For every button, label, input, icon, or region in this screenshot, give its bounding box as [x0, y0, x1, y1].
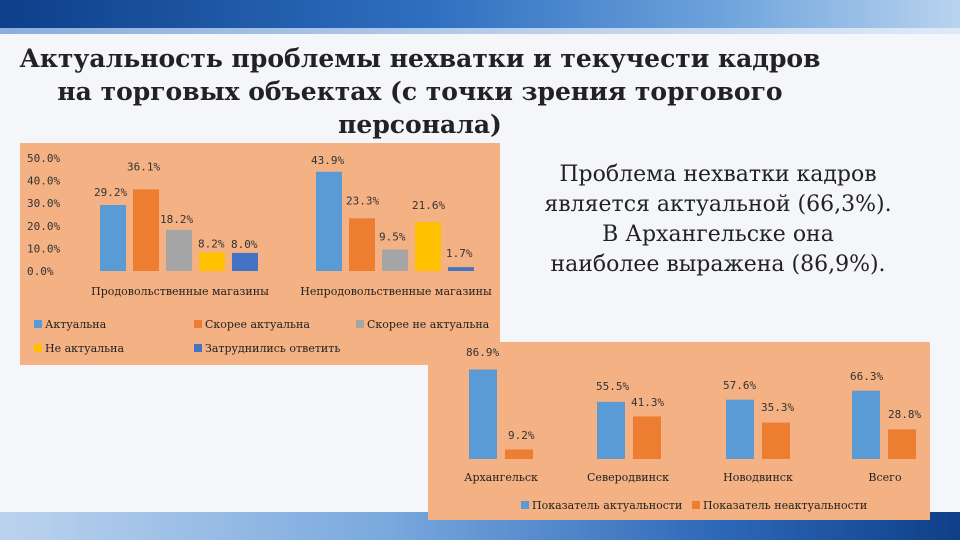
slide-title-line-2: на торговых объектах (с точки зрения тор… [57, 77, 783, 106]
data-label: 57.6% [723, 379, 756, 392]
chart-2-background [428, 342, 930, 520]
slide-title-line-3: персонала) [338, 110, 502, 139]
summary-line-4: наиболее выражена (86,9%). [550, 252, 886, 277]
data-label: 28.8% [888, 408, 921, 421]
data-label: 55.5% [596, 380, 629, 393]
y-tick-label: 20.0% [27, 220, 60, 233]
x-category-label: Продовольственные магазины [91, 285, 269, 298]
bar [726, 399, 754, 459]
slide-title-line-1: Актуальность проблемы нехватки и текучес… [19, 44, 821, 73]
data-label: 23.3% [346, 194, 379, 207]
data-label: 8.2% [198, 237, 225, 250]
data-label: 29.2% [94, 186, 127, 199]
data-label: 43.9% [311, 154, 344, 167]
data-label: 36.1% [127, 160, 160, 173]
y-tick-label: 40.0% [27, 175, 60, 188]
data-label: 35.3% [761, 401, 794, 414]
y-tick-label: 50.0% [27, 152, 60, 165]
bar [597, 401, 625, 459]
data-label: 41.3% [631, 396, 664, 409]
data-label: 21.6% [412, 199, 445, 212]
bar [232, 252, 258, 271]
bar [415, 222, 441, 271]
data-label: 1.7% [446, 247, 473, 260]
top-decor-stripe [0, 28, 960, 34]
summary-line-2: является актуальной (66,3%). [544, 192, 892, 217]
legend-label: Затруднились ответить [205, 342, 340, 355]
bar [448, 267, 474, 271]
bar [762, 422, 790, 459]
data-label: 8.0% [231, 238, 258, 251]
slide-title: Актуальность проблемы нехватки и текучес… [10, 42, 830, 141]
x-category-label: Всего [868, 471, 902, 484]
legend-label: Показатель неактуальности [703, 499, 867, 512]
summary-text: Проблема нехватки кадров является актуал… [528, 160, 908, 280]
data-label: 86.9% [466, 346, 499, 359]
summary-line-1: Проблема нехватки кадров [559, 162, 877, 187]
bar [852, 390, 880, 459]
bar [316, 171, 342, 271]
legend-label: Актуальна [45, 318, 107, 331]
x-category-label: Новодвинск [723, 471, 793, 484]
legend-label: Скорее актуальна [205, 318, 310, 331]
bar [133, 189, 159, 271]
bar [100, 205, 126, 271]
y-tick-label: 10.0% [27, 242, 60, 255]
legend-swatch [34, 320, 42, 328]
bar [888, 429, 916, 459]
bar [633, 416, 661, 459]
legend-swatch [356, 320, 364, 328]
data-label: 18.2% [160, 213, 193, 226]
legend-label: Скорее не актуальна [367, 318, 490, 331]
bar [382, 249, 408, 271]
legend-swatch [194, 320, 202, 328]
y-tick-label: 0.0% [27, 265, 54, 278]
legend-swatch [194, 344, 202, 352]
bar [199, 252, 225, 271]
summary-line-3: В Архангельске она [602, 222, 834, 247]
legend-label: Не актуальна [45, 342, 124, 355]
data-label: 9.5% [379, 231, 406, 244]
bar [469, 369, 497, 459]
top-decor-band [0, 0, 960, 28]
y-tick-label: 30.0% [27, 197, 60, 210]
legend-swatch [521, 501, 529, 509]
x-category-label: Непродовольственные магазины [300, 285, 492, 298]
data-label: 9.2% [508, 429, 535, 442]
bar [349, 218, 375, 271]
legend-label: Показатель актуальности [532, 499, 682, 512]
x-category-label: Архангельск [464, 471, 538, 484]
bar [505, 449, 533, 459]
legend-swatch [692, 501, 700, 509]
x-category-label: Северодвинск [587, 471, 669, 484]
data-label: 66.3% [850, 370, 883, 383]
bar [166, 229, 192, 271]
legend-swatch [34, 344, 42, 352]
